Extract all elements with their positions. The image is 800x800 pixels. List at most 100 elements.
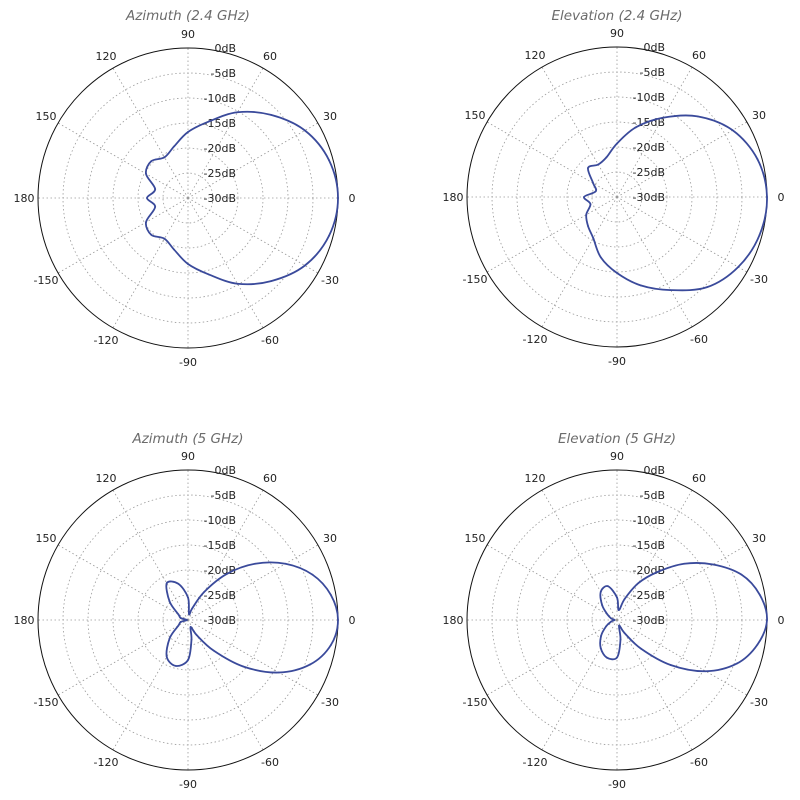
grid-ring: [137, 147, 239, 249]
data-point: [756, 158, 759, 161]
angle-tick-label: 120: [525, 472, 546, 485]
chart-title: Azimuth (5 GHz): [131, 431, 243, 447]
radial-tick-label: -25dB: [633, 166, 666, 179]
angle-tick-label: -120: [94, 334, 119, 347]
grid-spoke: [616, 66, 693, 198]
grid-spoke: [616, 489, 693, 621]
data-point: [637, 582, 640, 585]
angle-tick-label: 180: [14, 614, 35, 627]
angle-tick-label: 120: [525, 49, 546, 62]
data-point: [207, 273, 210, 276]
data-point: [168, 600, 171, 603]
radial-tick-label: -20dB: [633, 141, 666, 154]
radial-tick-label: -30dB: [204, 614, 237, 627]
angle-tick-label: 150: [464, 109, 485, 122]
data-point: [587, 167, 589, 169]
data-point: [188, 613, 190, 615]
angle-tick-label: -150: [462, 696, 487, 709]
grid-spoke: [541, 489, 618, 621]
data-point: [623, 632, 626, 634]
data-point: [623, 597, 626, 600]
grid-spoke: [616, 619, 748, 696]
chart-title: Elevation (5 GHz): [558, 431, 676, 447]
angle-tick-label: -60: [690, 756, 708, 769]
data-point: [618, 624, 620, 627]
data-point: [606, 656, 608, 659]
data-point: [278, 671, 280, 674]
angle-tick-label: 180: [14, 192, 35, 205]
data-point: [583, 196, 585, 198]
radial-tick-label: -5dB: [211, 489, 237, 502]
data-point: [712, 563, 715, 566]
grid-spoke: [187, 489, 264, 621]
angle-tick-label: -150: [462, 273, 487, 286]
data-point: [328, 159, 330, 162]
radial-tick-label: -25dB: [633, 589, 666, 602]
data-point: [163, 237, 166, 240]
data-point: [177, 613, 180, 616]
data-point: [731, 129, 734, 132]
data-point: [270, 114, 272, 116]
grid-spoke: [57, 544, 189, 621]
angle-tick-label: 30: [752, 532, 766, 545]
data-point: [758, 593, 761, 596]
polar-chart: Azimuth (5 GHz) 0 30 60 90 120 150 180 -150 -120 -…: [14, 431, 356, 791]
data-point: [606, 613, 609, 616]
data-point: [597, 163, 600, 166]
data-point: [165, 655, 168, 658]
grid-spoke: [112, 619, 189, 751]
angle-tick-label: 90: [610, 450, 624, 463]
data-point: [740, 573, 743, 576]
angle-tick-label: -60: [261, 756, 279, 769]
radial-tick-label: 0dB: [214, 464, 236, 477]
angle-tick-label: -30: [750, 696, 768, 709]
data-point: [179, 617, 182, 619]
data-point: [704, 670, 707, 673]
radial-tick-label: -15dB: [633, 539, 666, 552]
data-point: [150, 233, 153, 236]
grid-spoke: [541, 196, 618, 328]
data-point: [254, 562, 256, 565]
data-point: [165, 582, 168, 585]
data-point: [599, 590, 602, 593]
data-point: [225, 573, 228, 575]
angle-tick-label: 180: [443, 191, 464, 204]
angle-tick-label: 180: [443, 614, 464, 627]
grid-spoke: [187, 619, 319, 696]
data-point: [311, 573, 314, 576]
angle-tick-label: 120: [96, 472, 117, 485]
grid-spoke: [616, 619, 693, 751]
radial-tick-label: -5dB: [640, 66, 666, 79]
radial-tick-label: -10dB: [633, 91, 666, 104]
angle-tick-label: -150: [33, 274, 58, 287]
data-point: [616, 596, 618, 599]
angle-tick-label: 0: [778, 191, 785, 204]
radial-tick-label: 0dB: [643, 464, 665, 477]
data-point: [616, 656, 618, 659]
angle-tick-label: 150: [464, 532, 485, 545]
data-point: [616, 142, 618, 145]
data-point: [634, 126, 637, 129]
data-point: [242, 665, 245, 668]
data-point: [173, 248, 176, 251]
angle-tick-label: 90: [181, 450, 195, 463]
radial-tick-label: -15dB: [204, 117, 237, 130]
grid-spoke: [187, 197, 319, 274]
angle-tick-label: -30: [321, 696, 339, 709]
angle-tick-label: -30: [750, 273, 768, 286]
grid-spoke: [187, 122, 319, 199]
data-point: [329, 593, 332, 596]
radial-tick-label: -5dB: [211, 67, 237, 80]
radial-tick-label: -30dB: [633, 191, 666, 204]
angle-tick-label: -120: [94, 756, 119, 769]
angle-tick-label: -90: [179, 778, 197, 791]
radial-tick-label: -20dB: [633, 564, 666, 577]
data-point: [766, 619, 768, 621]
data-point: [163, 156, 166, 159]
radial-tick-label: -20dB: [204, 564, 237, 577]
data-point: [605, 156, 608, 159]
radial-tick-label: -15dB: [204, 539, 237, 552]
angle-tick-label: 60: [263, 50, 277, 63]
data-point: [154, 188, 157, 191]
